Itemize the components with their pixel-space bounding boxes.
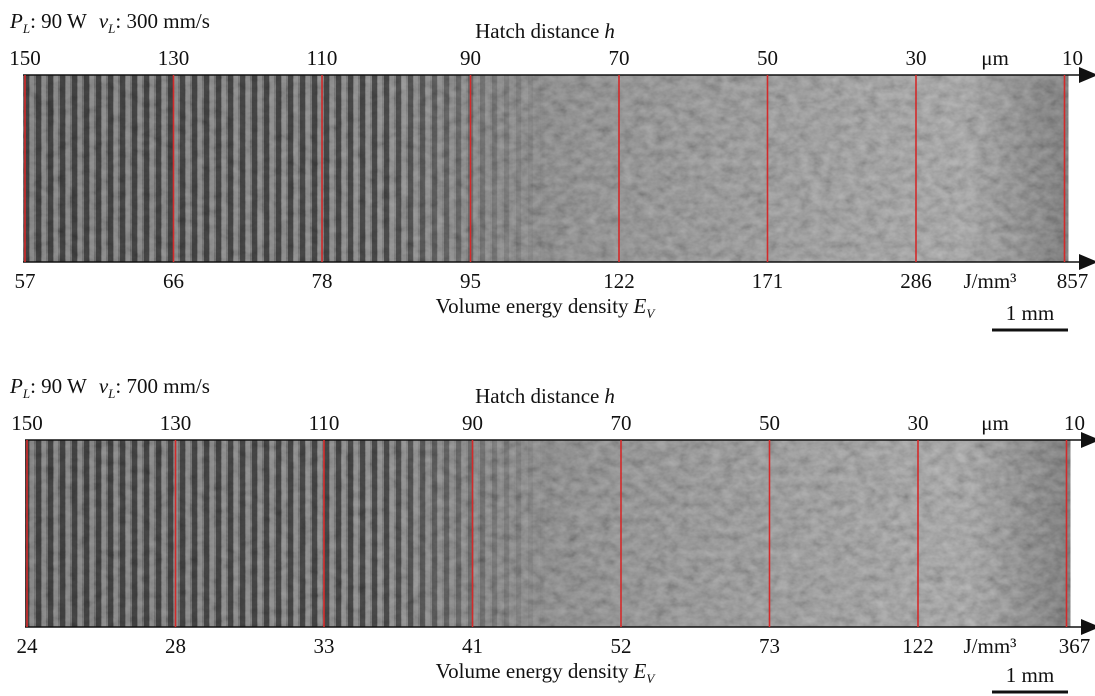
symbol: P xyxy=(9,9,23,33)
text: : 300 mm/s xyxy=(115,9,210,33)
tick-label: 130 xyxy=(160,411,192,435)
sem-tracks xyxy=(25,440,1071,627)
symbol: v xyxy=(99,9,109,33)
subscript: V xyxy=(646,671,656,686)
subscript: L xyxy=(107,21,115,36)
tick-label: 33 xyxy=(314,634,335,658)
tick-label: 90 xyxy=(462,411,483,435)
tick-label: 130 xyxy=(158,46,190,70)
axis-title: Volume energy density EV xyxy=(436,294,657,321)
tick-label: 110 xyxy=(309,411,340,435)
tick-label: 52 xyxy=(611,634,632,658)
tick-label: 10 xyxy=(1064,411,1085,435)
text: : 90 W xyxy=(30,9,87,33)
text: : 90 W xyxy=(30,374,87,398)
tick-label: 24 xyxy=(17,634,39,658)
symbol: P xyxy=(9,374,23,398)
text: Hatch distance xyxy=(475,384,599,408)
unit: J/mm³ xyxy=(964,269,1017,293)
tick-label: 57 xyxy=(15,269,36,293)
tick-label: 30 xyxy=(908,411,929,435)
subscript: V xyxy=(646,306,656,321)
tick-label: 90 xyxy=(460,46,481,70)
tick-label: 857 xyxy=(1057,269,1089,293)
tick-label: 70 xyxy=(609,46,630,70)
symbol: h xyxy=(604,384,615,408)
subscript: L xyxy=(22,386,30,401)
symbol: v xyxy=(99,374,109,398)
symbol: E xyxy=(633,659,647,683)
tick-label: 110 xyxy=(307,46,338,70)
tick-label: 150 xyxy=(9,46,41,70)
tick-label: 70 xyxy=(611,411,632,435)
tick-label: 78 xyxy=(312,269,333,293)
tick-label: 73 xyxy=(759,634,780,658)
subscript: L xyxy=(22,21,30,36)
tick-label: 122 xyxy=(603,269,635,293)
tick-label: 122 xyxy=(902,634,934,658)
tick-label: 286 xyxy=(900,269,932,293)
tick-label: 150 xyxy=(11,411,43,435)
tick-label: 50 xyxy=(757,46,778,70)
text: Volume energy density xyxy=(436,659,629,683)
tick-label: 41 xyxy=(462,634,483,658)
tick-label: 28 xyxy=(165,634,186,658)
tick-label: 50 xyxy=(759,411,780,435)
symbol: E xyxy=(633,294,647,318)
text: : 700 mm/s xyxy=(115,374,210,398)
scale-bar-label: 1 mm xyxy=(1006,301,1054,325)
tick-label: 10 xyxy=(1062,46,1083,70)
tick-label: 30 xyxy=(906,46,927,70)
symbol: h xyxy=(604,19,615,43)
axis-title: Volume energy density EV xyxy=(436,659,657,686)
sem-tracks xyxy=(23,75,1069,262)
axis-title: Hatch distance h xyxy=(475,384,615,408)
text: Hatch distance xyxy=(475,19,599,43)
unit: μm xyxy=(981,411,1009,435)
tick-label: 95 xyxy=(460,269,481,293)
tick-label: 66 xyxy=(163,269,184,293)
tick-label: 171 xyxy=(752,269,784,293)
unit: μm xyxy=(981,46,1009,70)
tick-label: 367 xyxy=(1059,634,1091,658)
text: Volume energy density xyxy=(436,294,629,318)
subscript: L xyxy=(107,386,115,401)
scale-bar-label: 1 mm xyxy=(1006,663,1054,687)
unit: J/mm³ xyxy=(964,634,1017,658)
axis-title: Hatch distance h xyxy=(475,19,615,43)
